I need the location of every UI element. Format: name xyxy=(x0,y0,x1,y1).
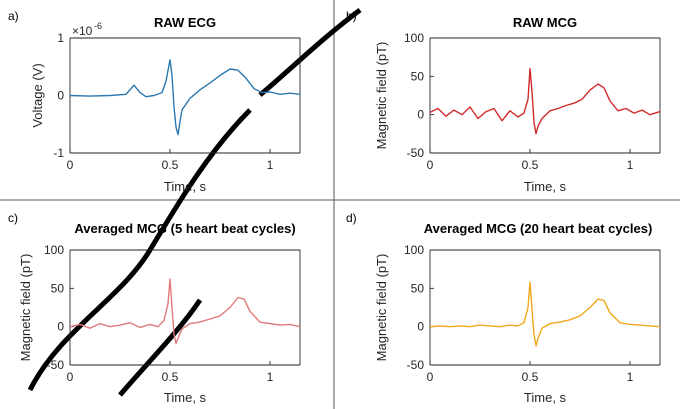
watermark-sketch xyxy=(27,8,362,397)
y-tick-label: 50 xyxy=(51,281,65,295)
y-tick-label: 1 xyxy=(57,31,64,45)
x-tick-label: 0.5 xyxy=(522,370,539,384)
x-tick-label: 0.5 xyxy=(162,158,179,172)
y-axis-label: Magnetic field (pT) xyxy=(374,42,389,150)
x-axis-label: Time, s xyxy=(164,390,207,405)
y-tick-label: 100 xyxy=(44,243,64,257)
y-tick-label: 50 xyxy=(411,69,425,83)
y-tick-label: 0 xyxy=(57,320,64,334)
x-tick-label: 0 xyxy=(67,370,74,384)
y-axis-label: Voltage (V) xyxy=(30,63,45,127)
x-axis-label: Time, s xyxy=(524,179,567,194)
series-line xyxy=(69,278,301,345)
y-tick-label: 100 xyxy=(404,31,424,45)
y-tick-label: 0 xyxy=(417,108,424,122)
x-tick-label: 0 xyxy=(67,158,74,172)
y-exponent-power: -6 xyxy=(94,21,102,31)
y-axis-label: Magnetic field (pT) xyxy=(18,254,33,362)
y-tick-label: -50 xyxy=(47,358,65,372)
series-line xyxy=(429,67,661,135)
chart-panel-3: c) Averaged MCG (5 heart beat cycles) 0 0.5… xyxy=(8,211,301,405)
chart-title: Averaged MCG (5 heart beat cycles) xyxy=(74,221,295,236)
x-tick-label: 0 xyxy=(427,370,434,384)
x-axis-label: Time, s xyxy=(164,179,207,194)
y-tick-label: 50 xyxy=(411,281,425,295)
chart-title: RAW MCG xyxy=(513,15,577,30)
y-axis-label: Magnetic field (pT) xyxy=(374,254,389,362)
x-tick-label: 1 xyxy=(267,370,274,384)
series-line xyxy=(429,281,661,347)
panel-letter: b) xyxy=(346,9,357,23)
x-tick-label: 1 xyxy=(627,370,634,384)
series-line xyxy=(69,59,301,136)
x-tick-label: 0.5 xyxy=(162,370,179,384)
chart-title: RAW ECG xyxy=(154,15,216,30)
y-exponent-label: ×10 xyxy=(72,24,93,38)
x-tick-label: 1 xyxy=(627,158,634,172)
panel-letter: a) xyxy=(8,9,19,23)
x-tick-label: 0 xyxy=(427,158,434,172)
y-tick-label: -50 xyxy=(407,146,425,160)
x-axis-label: Time, s xyxy=(524,390,567,405)
y-tick-label: 100 xyxy=(404,243,424,257)
y-tick-label: 0 xyxy=(417,320,424,334)
y-tick-label: 0 xyxy=(57,89,64,103)
panel-letter: c) xyxy=(8,211,18,225)
panel-letter: d) xyxy=(346,211,357,225)
x-tick-label: 0.5 xyxy=(522,158,539,172)
x-tick-label: 1 xyxy=(267,158,274,172)
chart-title: Averaged MCG (20 heart beat cycles) xyxy=(424,221,653,236)
chart-panel-4: d) Averaged MCG (20 heart beat cycles) 0 0.… xyxy=(346,211,661,405)
y-tick-label: -1 xyxy=(53,146,64,160)
y-tick-label: -50 xyxy=(407,358,425,372)
